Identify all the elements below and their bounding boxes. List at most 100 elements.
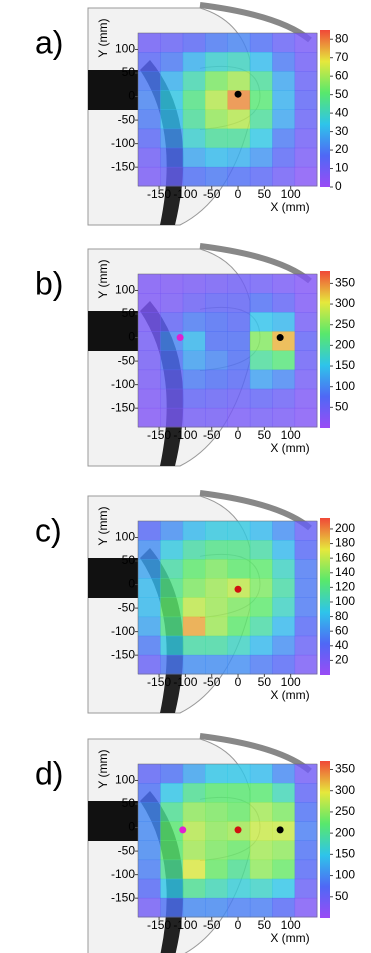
heatmap-cell bbox=[227, 52, 251, 72]
heatmap-cell bbox=[138, 128, 161, 149]
heatmap-cell bbox=[249, 71, 273, 91]
heatmap-cell bbox=[182, 802, 206, 822]
heatmap-cell bbox=[249, 783, 273, 803]
x-tick-label: 0 bbox=[235, 918, 242, 932]
heatmap-cell bbox=[182, 897, 206, 918]
colorbar-tick-label: 30 bbox=[335, 124, 349, 138]
heatmap-cell bbox=[205, 312, 228, 332]
heatmap-cell bbox=[160, 616, 184, 637]
x-tick-label: -150 bbox=[147, 918, 171, 932]
heatmap-cell bbox=[272, 147, 296, 168]
x-tick-label: 50 bbox=[258, 187, 272, 201]
heatmap-cell bbox=[138, 897, 161, 918]
heatmap-cell bbox=[227, 109, 251, 130]
heatmap-cell bbox=[205, 616, 228, 637]
heatmap-cell bbox=[138, 388, 161, 409]
heatmap-cell bbox=[160, 407, 184, 428]
heatmap-cell bbox=[138, 369, 161, 390]
heatmap-cell bbox=[138, 331, 161, 351]
robot-block bbox=[88, 311, 138, 351]
heatmap-cell bbox=[227, 369, 251, 390]
heatmap-cell bbox=[160, 33, 184, 53]
heatmap-cell bbox=[294, 52, 318, 72]
y-tick-label: 0 bbox=[128, 577, 135, 591]
colorbar-tick-label: 50 bbox=[335, 889, 349, 903]
heatmap-cell bbox=[227, 128, 251, 149]
marker-point bbox=[276, 334, 284, 342]
heatmap-cell bbox=[138, 597, 161, 618]
heatmap-cell bbox=[294, 274, 318, 294]
heatmap-cell bbox=[160, 90, 184, 110]
heatmap-cell bbox=[205, 540, 228, 560]
heatmap-cell bbox=[227, 147, 251, 168]
heatmap-cell bbox=[138, 540, 161, 560]
heatmap-cell bbox=[249, 802, 273, 822]
colorbar-tick-label: 120 bbox=[335, 580, 355, 594]
y-tick-label: 100 bbox=[115, 773, 135, 787]
heatmap-cell bbox=[272, 293, 296, 313]
x-tick-label: 100 bbox=[281, 918, 301, 932]
heatmap-cell bbox=[294, 635, 318, 656]
heatmap-cell bbox=[160, 369, 184, 390]
heatmap-cell bbox=[138, 578, 161, 598]
colorbar-tick-label: 100 bbox=[335, 379, 355, 393]
heatmap-cell bbox=[160, 559, 184, 579]
colorbar-tick-label: 250 bbox=[335, 804, 355, 818]
heatmap-cell bbox=[227, 897, 251, 918]
x-tick-label: -150 bbox=[147, 675, 171, 689]
heatmap-cell bbox=[249, 109, 273, 130]
marker-point bbox=[234, 585, 242, 593]
heatmap-cell bbox=[249, 293, 273, 313]
x-tick-label: -50 bbox=[203, 428, 221, 442]
heatmap-cell bbox=[249, 616, 273, 637]
heatmap-cell bbox=[205, 802, 228, 822]
colorbar bbox=[320, 271, 330, 428]
x-tick-label: -50 bbox=[203, 187, 221, 201]
heatmap-cell bbox=[272, 597, 296, 618]
colorbar-tick-label: 200 bbox=[335, 338, 355, 352]
marker-point bbox=[176, 334, 184, 342]
heatmap-cell bbox=[227, 407, 251, 428]
heatmap-cell bbox=[138, 859, 161, 880]
heatmap-cell bbox=[227, 90, 251, 110]
heatmap-cell bbox=[272, 802, 296, 822]
heatmap-cell bbox=[272, 166, 296, 187]
heatmap-cell bbox=[182, 312, 206, 332]
heatmap-cell bbox=[272, 578, 296, 598]
heatmap-cell bbox=[294, 369, 318, 390]
heatmap-cell bbox=[160, 764, 184, 784]
heatmap-cell bbox=[249, 407, 273, 428]
heatmap-cell bbox=[249, 764, 273, 784]
colorbar-tick-label: 140 bbox=[335, 565, 355, 579]
heatmap-cell bbox=[294, 821, 318, 841]
heatmap-cell bbox=[182, 559, 206, 579]
heatmap-cell bbox=[249, 821, 273, 841]
x-tick-label: 0 bbox=[235, 187, 242, 201]
y-axis-label: Y (mm) bbox=[96, 259, 110, 298]
heatmap-cell bbox=[272, 654, 296, 675]
y-tick-label: 50 bbox=[122, 553, 136, 567]
heatmap-cell bbox=[205, 521, 228, 541]
heatmap-cell bbox=[138, 783, 161, 803]
heatmap-cell bbox=[249, 128, 273, 149]
heatmap-cell bbox=[249, 559, 273, 579]
heatmap-cell bbox=[138, 764, 161, 784]
x-tick-label: 100 bbox=[281, 675, 301, 689]
heatmap-cell bbox=[249, 350, 273, 371]
heatmap-cell bbox=[205, 52, 228, 72]
heatmap-cell bbox=[182, 369, 206, 390]
y-tick-label: 0 bbox=[128, 89, 135, 103]
heatmap-cell bbox=[249, 369, 273, 390]
heatmap-cell bbox=[138, 840, 161, 861]
x-tick-label: 50 bbox=[258, 675, 272, 689]
heatmap-cell bbox=[294, 90, 318, 110]
heatmap-cell bbox=[182, 109, 206, 130]
heatmap-cell bbox=[205, 166, 228, 187]
panel-label: a) bbox=[35, 24, 63, 60]
heatmap-cell bbox=[160, 147, 184, 168]
heatmap-cell bbox=[294, 840, 318, 861]
heatmap-cell bbox=[249, 388, 273, 409]
heatmap-cell bbox=[294, 166, 318, 187]
heatmap-cell bbox=[227, 764, 251, 784]
heatmap-cell bbox=[227, 166, 251, 187]
